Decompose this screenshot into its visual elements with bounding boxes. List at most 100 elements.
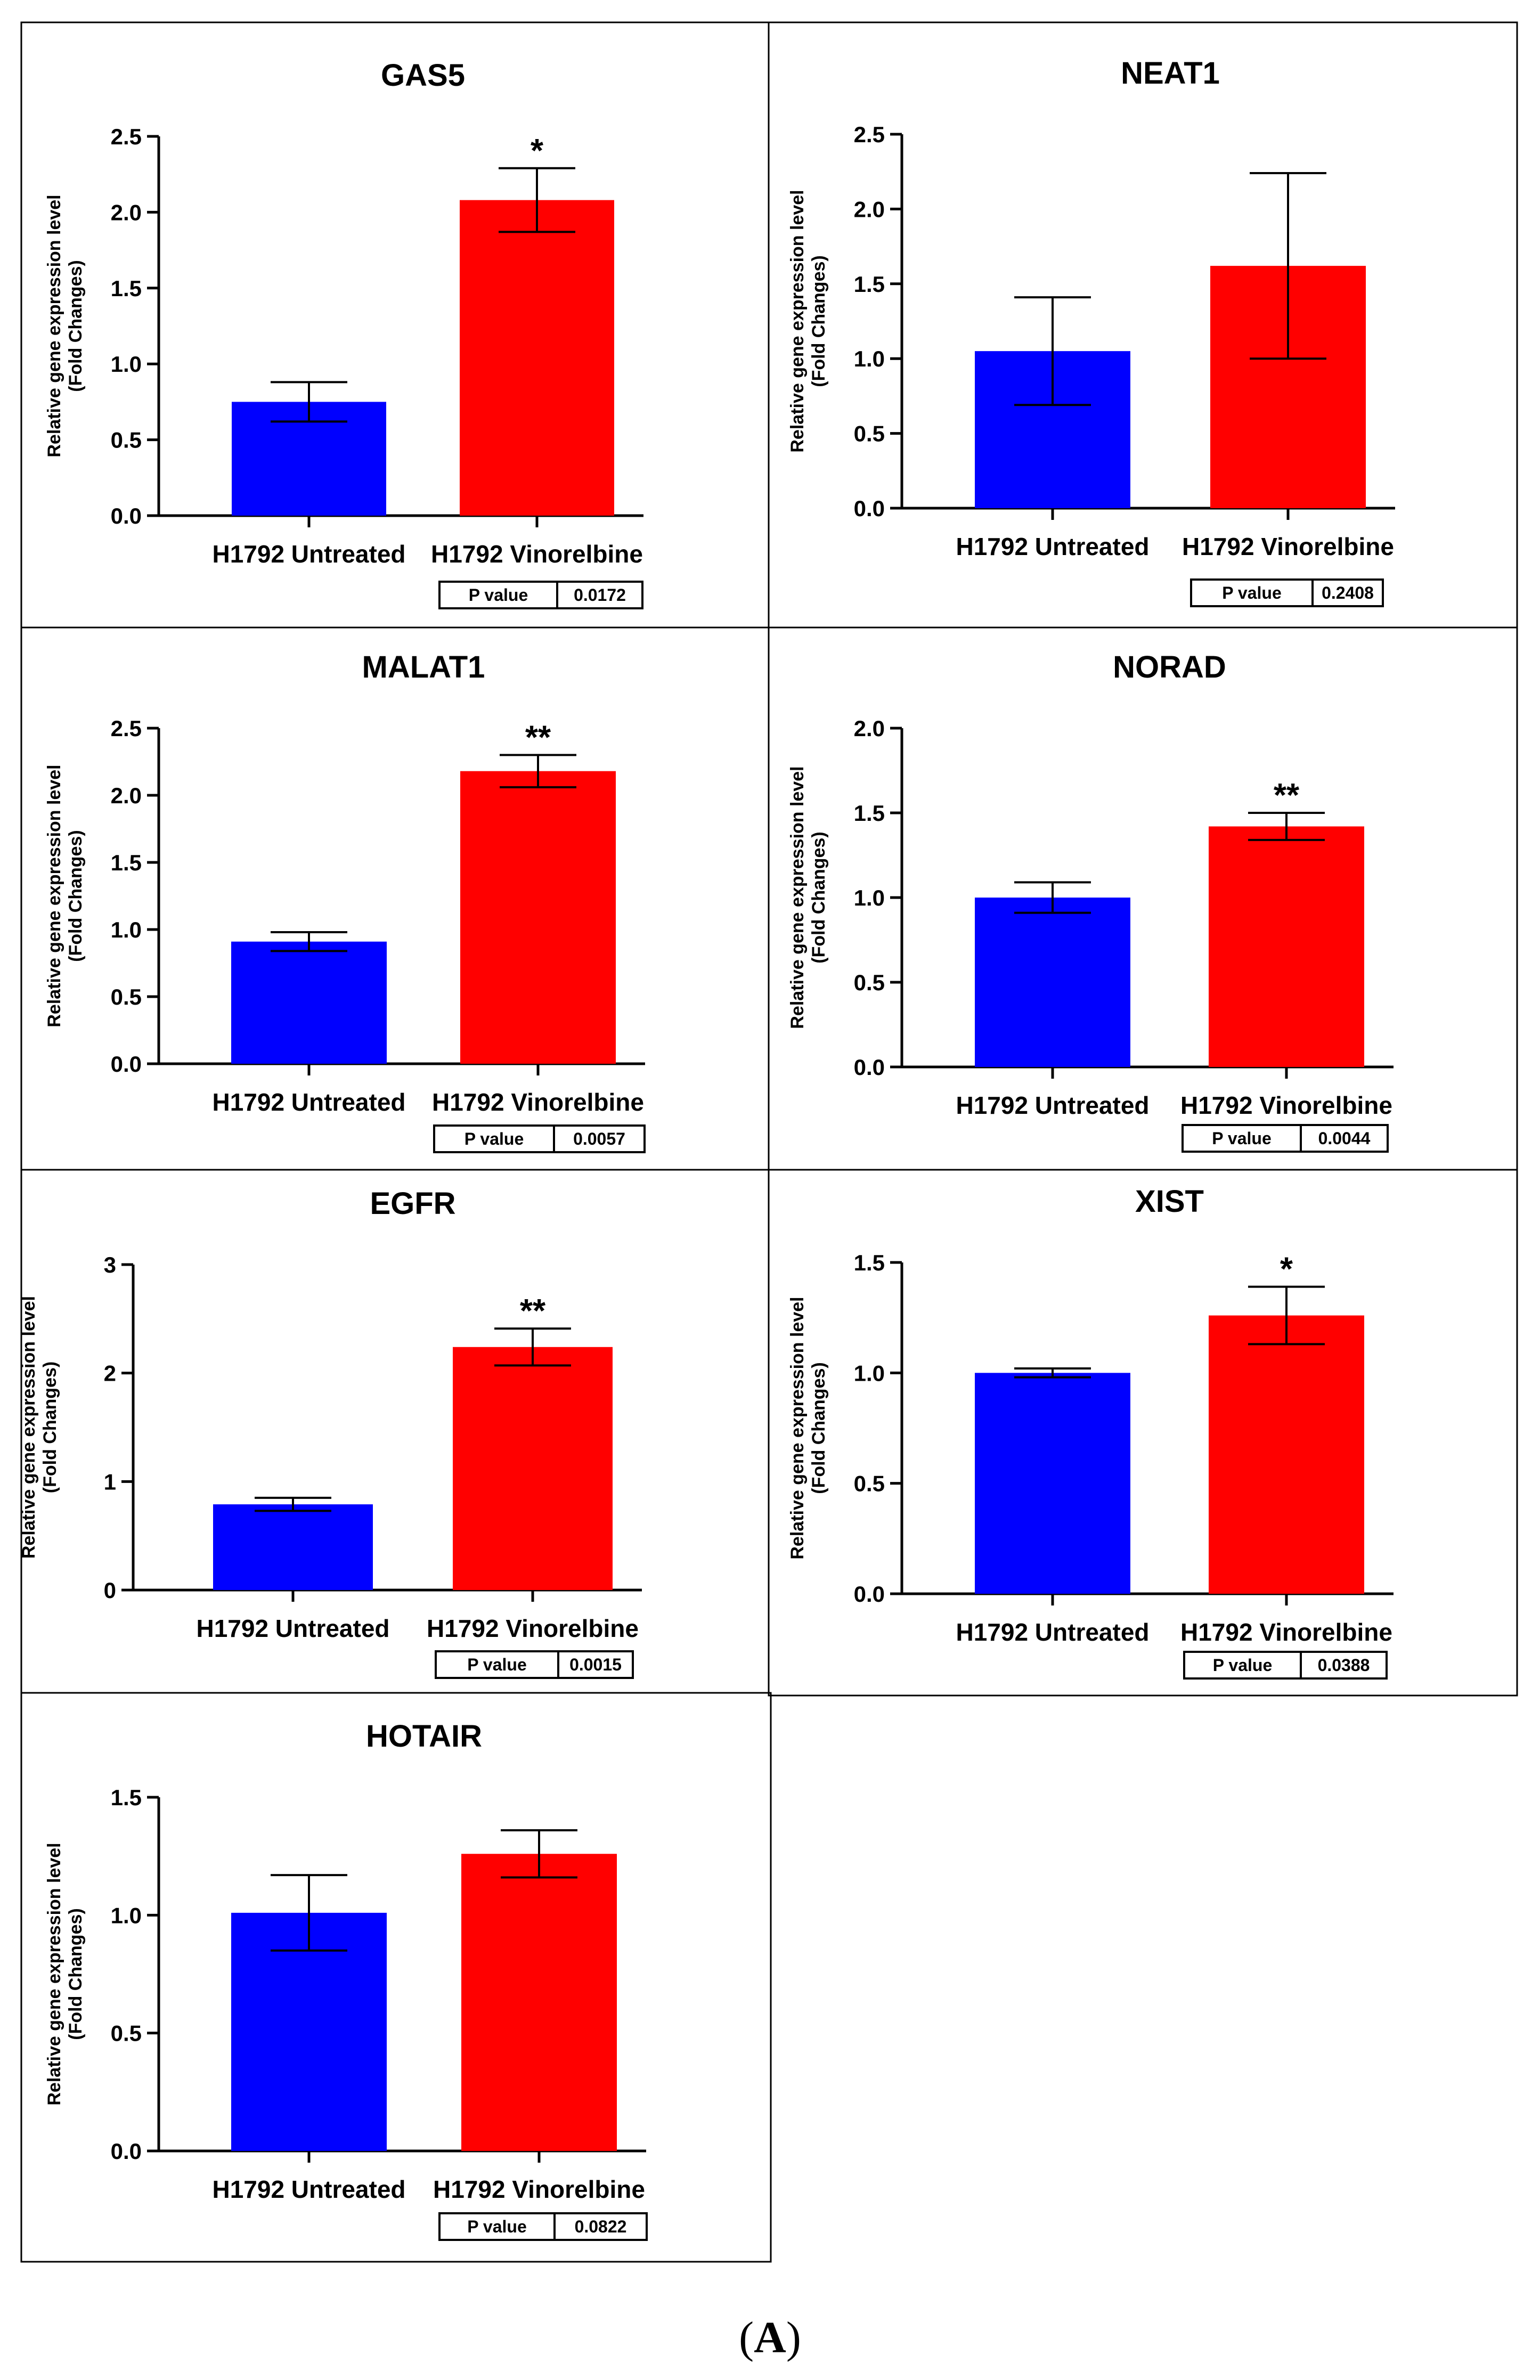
y-tick-label: 3 [104, 1252, 116, 1277]
y-axis-label-line1: Relative gene expression level [44, 194, 64, 457]
chart-panel-neat1: NEAT1 Relative gene expression level (Fold… [768, 21, 1518, 629]
chart-title: XIST [1135, 1184, 1204, 1219]
y-axis-label: Relative gene expression level (Fold Chan… [44, 764, 86, 1027]
y-tick-label: 1.0 [854, 346, 885, 371]
y-tick-label: 1.0 [111, 352, 142, 377]
y-tick-label: 0.5 [111, 984, 142, 1009]
y-tick-label: 1.0 [854, 885, 885, 910]
y-axis-label-line1: Relative gene expression level [44, 1843, 64, 2105]
chart-panel-gas5: GAS5 Relative gene expression level (Fold … [20, 21, 770, 629]
y-axis-label-line1: Relative gene expression level [787, 766, 808, 1029]
significance-marker: ** [520, 1293, 546, 1330]
panel-frame [20, 1692, 772, 2263]
x-tick-label: H1792 Vinorelbine [432, 1088, 644, 1116]
bar [460, 771, 616, 1064]
y-tick-label: 1.0 [111, 917, 142, 942]
p-value-number: 0.0044 [1318, 1129, 1371, 1148]
x-tick-label: H1792 Vinorelbine [1182, 533, 1394, 560]
y-tick-label: 0.5 [854, 421, 885, 446]
y-tick-label: 0.0 [111, 503, 142, 528]
bar [231, 941, 387, 1064]
x-tick-label: H1792 Untreated [212, 540, 405, 568]
p-value-box [435, 1650, 634, 1679]
significance-marker: ** [525, 719, 551, 756]
y-tick-label: 0.5 [854, 1471, 885, 1496]
bar [975, 898, 1130, 1067]
y-tick-label: 0.5 [111, 428, 142, 453]
bar [975, 1373, 1130, 1594]
y-axis-label-line2: (Fold Changes) [66, 260, 86, 392]
y-tick-label: 0.0 [111, 2139, 142, 2164]
bar [231, 1912, 387, 2151]
y-axis-label: Relative gene expression level (Fold Chan… [787, 766, 829, 1029]
chart-title: GAS5 [381, 58, 465, 93]
y-tick-label: 1.0 [111, 1903, 142, 1928]
significance-marker: * [1280, 1251, 1293, 1288]
chart-title: MALAT1 [362, 650, 485, 684]
chart-panel-hotair: HOTAIR Relative gene expression level (Fol… [20, 1692, 772, 2263]
y-tick-label: 0 [104, 1578, 116, 1603]
p-value-number: 0.0015 [569, 1655, 622, 1674]
p-value-label: P value [465, 1129, 524, 1148]
y-axis-label-line2: (Fold Changes) [66, 830, 86, 961]
p-value-number: 0.0822 [575, 2217, 627, 2236]
y-tick-label: 1 [104, 1469, 116, 1494]
y-tick-label: 2.0 [111, 200, 142, 225]
y-tick-label: 0.5 [854, 970, 885, 995]
y-axis-label: Relative gene expression level (Fold Chan… [44, 1843, 86, 2105]
chart-title: NEAT1 [1121, 56, 1220, 91]
p-value-box [438, 581, 643, 609]
y-axis-label-line2: (Fold Changes) [809, 1362, 829, 1494]
x-tick-label: H1792 Untreated [956, 533, 1149, 560]
p-value-label: P value [467, 1655, 526, 1674]
p-value-label: P value [469, 585, 528, 605]
y-axis-label-line1: Relative gene expression level [44, 764, 64, 1027]
p-value-label: P value [1212, 1129, 1271, 1148]
bar [1209, 826, 1364, 1067]
panel-frame [20, 21, 770, 629]
y-axis-label: Relative gene expression level (Fold Chan… [787, 1297, 829, 1559]
y-tick-label: 1.5 [854, 1250, 885, 1275]
chart-panel-norad: NORAD Relative gene expression level (Fold… [768, 626, 1518, 1171]
p-value-box [438, 2212, 648, 2241]
y-axis-label-line1: Relative gene expression level [787, 190, 808, 452]
x-tick-label: H1792 Untreated [212, 1088, 405, 1116]
x-tick-label: H1792 Vinorelbine [1180, 1618, 1392, 1646]
x-tick-label: H1792 Vinorelbine [1180, 1091, 1392, 1119]
figure-label: A [754, 2313, 786, 2362]
p-value-box [1182, 1124, 1389, 1153]
y-axis-label: Relative gene expression level (Fold Chan… [44, 194, 86, 457]
y-tick-label: 2.0 [854, 197, 885, 222]
y-tick-label: 2.0 [111, 783, 142, 808]
panel-frame [768, 1169, 1518, 1697]
y-tick-label: 1.5 [854, 272, 885, 297]
bar [461, 1854, 617, 2151]
figure-caption: (A) [739, 2313, 801, 2362]
p-value-number: 0.0057 [573, 1129, 625, 1148]
y-axis-label-line2: (Fold Changes) [809, 255, 829, 387]
x-tick-label: H1792 Untreated [956, 1091, 1149, 1119]
y-tick-label: 1.5 [111, 276, 142, 301]
y-tick-label: 0.0 [854, 1055, 885, 1080]
chart-title: HOTAIR [366, 1719, 482, 1754]
bar [453, 1347, 613, 1590]
bar [460, 200, 614, 516]
x-tick-label: H1792 Untreated [956, 1618, 1149, 1646]
y-axis-label-line1: Relative gene expression level [787, 1297, 808, 1559]
y-tick-label: 2.5 [111, 716, 142, 741]
chart-title: EGFR [370, 1186, 455, 1221]
y-tick-label: 2.5 [854, 122, 885, 147]
chart-title: NORAD [1113, 650, 1226, 684]
x-tick-label: H1792 Untreated [196, 1615, 389, 1642]
y-axis-label-line2: (Fold Changes) [40, 1362, 60, 1493]
y-axis-label-line2: (Fold Changes) [66, 1908, 86, 2040]
bar [213, 1504, 373, 1590]
y-axis-label: Relative gene expression level (Fold Chan… [19, 1296, 60, 1559]
p-value-number: 0.0388 [1318, 1656, 1370, 1675]
bar [1209, 1315, 1364, 1594]
y-tick-label: 1.5 [111, 850, 142, 875]
p-value-box [433, 1124, 646, 1153]
x-tick-label: H1792 Vinorelbine [433, 2175, 645, 2203]
p-value-label: P value [1213, 1656, 1272, 1675]
